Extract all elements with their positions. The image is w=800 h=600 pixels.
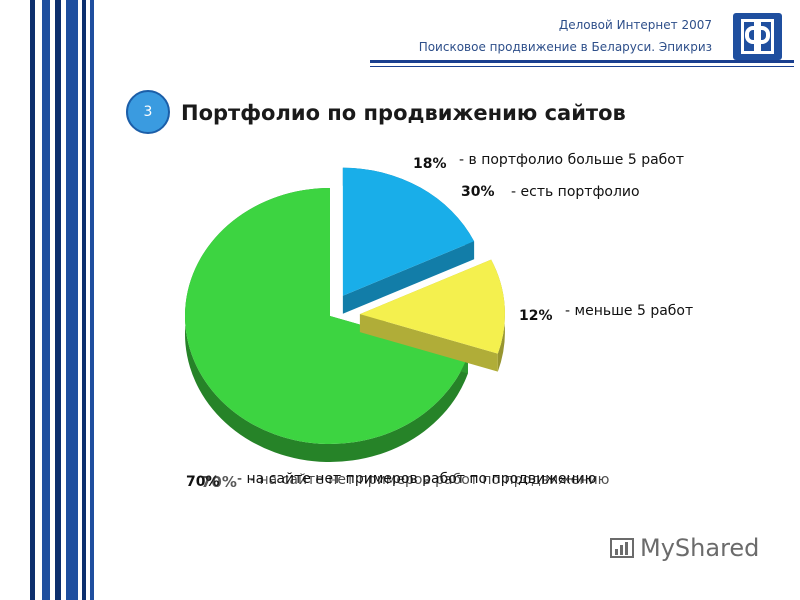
overlay-pct-ghost: 70% (201, 473, 237, 491)
decor-stripe (55, 0, 61, 600)
decor-stripe (42, 0, 50, 600)
slice-pct-no-examples: 70% (186, 474, 220, 490)
pie-slice-wall (342, 241, 475, 314)
slice-label-portfolio-more-5: - в портфолио больше 5 работ (459, 152, 684, 168)
slice-pct-less-5: 12% (519, 308, 553, 324)
pie-slice-top (359, 259, 505, 354)
label-dash: - (237, 471, 247, 487)
group-label-has-portfolio: - есть портфолио (511, 184, 640, 200)
slice-label-text: меньше 5 работ (574, 303, 694, 319)
header-divider (370, 60, 794, 63)
header-conference: Деловой Интернет 2007 (558, 18, 712, 32)
slide-title: Портфолио по продвижению сайтов (181, 101, 626, 125)
decor-stripe (82, 0, 86, 600)
label-dash: - (565, 303, 575, 319)
slice-label-less-5: - меньше 5 работ (565, 303, 693, 319)
company-logo (733, 13, 782, 60)
header-subtitle: Поисковое продвижение в Беларуси. Эпикри… (418, 40, 712, 54)
logo-mark-icon (741, 19, 774, 54)
pie-slice-top (185, 188, 468, 444)
watermark-chart-icon (610, 538, 634, 558)
overlay-label-ghost: - на сайте нет примеров работ по продвиж… (250, 472, 610, 488)
pie-slice (359, 259, 505, 372)
label-dash: - (459, 152, 469, 168)
group-label-text: есть портфолио (520, 184, 640, 200)
pie-slice (342, 167, 475, 314)
decor-stripe (90, 0, 94, 600)
label-dash: - (511, 184, 521, 200)
slice-pct-portfolio-more-5: 18% (413, 156, 447, 172)
slice-label-text: на сайте нет примеров работ по продвижен… (246, 471, 597, 487)
header-divider-thin (370, 66, 794, 67)
group-pct-has-portfolio: 30% (461, 184, 495, 200)
slice-label-text: в портфолио больше 5 работ (468, 152, 685, 168)
decor-stripe (66, 0, 78, 600)
decor-stripe (30, 0, 35, 600)
watermark-text: MyShared (640, 534, 760, 562)
pie-slice-top (342, 167, 475, 296)
slide-number-badge: 3 (126, 90, 170, 134)
pie-slice-wall (359, 314, 498, 372)
slice-label-no-examples: - на сайте нет примеров работ по продвиж… (237, 471, 596, 487)
